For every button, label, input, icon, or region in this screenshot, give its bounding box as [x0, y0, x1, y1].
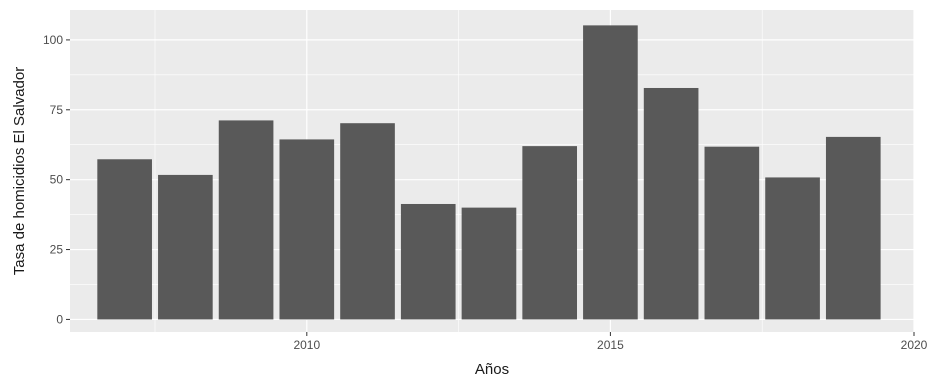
bar-2011 [340, 123, 395, 320]
bar-2016 [643, 87, 699, 320]
x-tick-label: 2015 [597, 338, 624, 352]
y-tick-label: 25 [50, 243, 64, 257]
bar-2017 [704, 146, 760, 320]
bar-2009 [218, 120, 274, 320]
bar-2019 [825, 136, 881, 320]
bar-2018 [765, 177, 820, 320]
y-tick-label: 0 [56, 312, 63, 326]
y-axis: 0 25 50 75 100 [43, 33, 70, 326]
bars [97, 25, 881, 320]
y-tick-label: 100 [43, 33, 63, 47]
y-tick-label: 50 [50, 173, 64, 187]
bar-2008 [158, 174, 213, 320]
bar-2010 [279, 139, 335, 320]
bar-2007 [97, 159, 152, 320]
x-tick-label: 2020 [901, 338, 928, 352]
x-axis: 2010 2015 2020 [293, 332, 928, 352]
y-axis-title: Tasa de homicidios El Salvador [11, 67, 28, 275]
x-tick-label: 2010 [293, 338, 320, 352]
y-tick-label: 75 [50, 103, 64, 117]
bar-2014 [522, 146, 578, 320]
bar-2012 [400, 203, 456, 320]
x-axis-title: Años [475, 361, 509, 378]
bar-2013 [461, 207, 517, 320]
bar-2015 [583, 25, 638, 320]
